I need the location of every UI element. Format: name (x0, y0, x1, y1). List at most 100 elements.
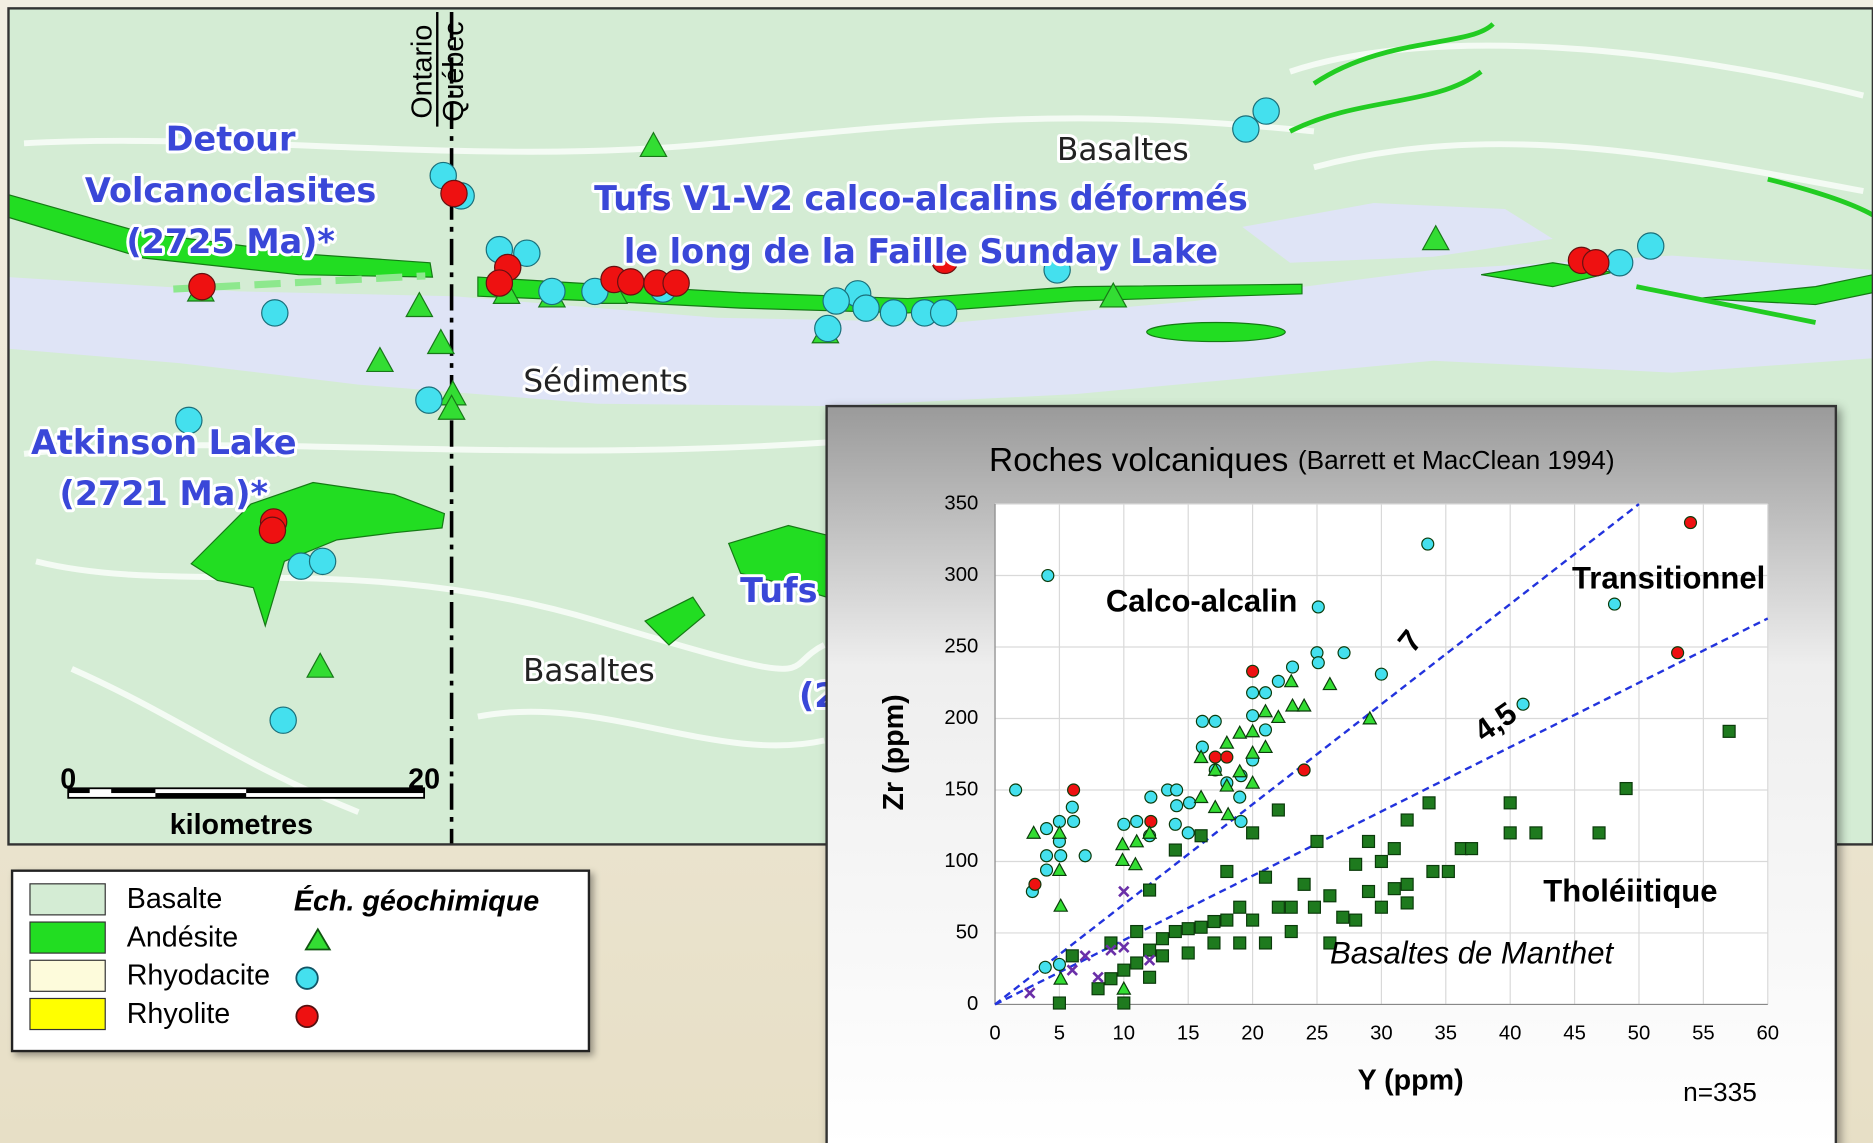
map-sample-rhyolite (189, 274, 215, 300)
point (1375, 668, 1387, 680)
point (1144, 884, 1156, 896)
point (1221, 751, 1233, 763)
point (1427, 866, 1439, 878)
chart-subtitle: (Barrett et MacClean 1994) (1298, 445, 1615, 475)
point (1041, 864, 1053, 876)
point (1042, 570, 1054, 582)
point (1311, 835, 1323, 847)
scale-tick-label: 20 (408, 764, 440, 796)
point (1234, 937, 1246, 949)
legend-swatch (30, 960, 105, 991)
point (1234, 791, 1246, 803)
scale-bar-segment (246, 788, 424, 793)
map-label: Detour (166, 119, 296, 158)
y-tick-label: 350 (944, 492, 978, 514)
legend-symbol (296, 1006, 317, 1027)
point (1401, 814, 1413, 826)
map-sample-rhyolite (1583, 250, 1609, 276)
point (1247, 710, 1259, 722)
scale-tick-label: 0 (60, 764, 76, 796)
point (1401, 897, 1413, 909)
scale-bar-segment (111, 788, 155, 793)
legend-label: Rhyodacite (127, 960, 270, 992)
map-sample-rhyodacite (262, 300, 288, 326)
point (1118, 818, 1130, 830)
point (1363, 835, 1375, 847)
legend-label: Andésite (127, 921, 239, 953)
point (1145, 791, 1157, 803)
map-sample-rhyolite (486, 270, 512, 296)
point (1247, 687, 1259, 699)
x-tick-label: 60 (1756, 1023, 1779, 1045)
map-label: Basaltes (1057, 132, 1189, 168)
point (1145, 815, 1157, 827)
x-tick-label: 20 (1241, 1023, 1264, 1045)
point (1423, 797, 1435, 809)
x-tick-label: 40 (1499, 1023, 1522, 1045)
point (1466, 843, 1478, 855)
point (1196, 715, 1208, 727)
map-label: (2725 Ma)* (126, 222, 335, 261)
point (1169, 926, 1181, 938)
point (1195, 921, 1207, 933)
map-sample-rhyodacite (416, 387, 442, 413)
map-sample-rhyodacite (853, 295, 879, 321)
field-label: Transitionnel (1572, 561, 1765, 596)
x-tick-label: 0 (989, 1023, 1000, 1045)
point (1208, 937, 1220, 949)
x-tick-label: 45 (1563, 1023, 1586, 1045)
point (1337, 911, 1349, 923)
point (1105, 973, 1117, 985)
sample-count: n=335 (1683, 1077, 1757, 1107)
border-label: Ontario (407, 25, 439, 119)
y-tick-label: 250 (944, 635, 978, 657)
legend-label: Rhyolite (127, 998, 231, 1030)
point (1182, 947, 1194, 959)
point (1247, 914, 1259, 926)
point (1401, 878, 1413, 890)
point (1068, 784, 1080, 796)
point (1272, 675, 1284, 687)
map-sample-rhyodacite (815, 315, 841, 341)
y-tick-label: 300 (944, 564, 978, 586)
x-tick-label: 30 (1370, 1023, 1393, 1045)
point (1247, 827, 1259, 839)
point (1053, 997, 1065, 1009)
x-tick-label: 35 (1435, 1023, 1458, 1045)
point (1169, 818, 1181, 830)
point (1195, 830, 1207, 842)
x-tick-label: 15 (1177, 1023, 1200, 1045)
point (1609, 598, 1621, 610)
y-axis-label: Zr (ppm) (878, 694, 910, 810)
point (1079, 850, 1091, 862)
point (1388, 843, 1400, 855)
point (1324, 890, 1336, 902)
y-tick-label: 200 (944, 707, 978, 729)
point (1221, 914, 1233, 926)
y-tick-label: 50 (956, 921, 979, 943)
point (1144, 971, 1156, 983)
map-label: Atkinson Lake (31, 423, 297, 462)
point (1029, 878, 1041, 890)
point (1388, 883, 1400, 895)
point (1363, 886, 1375, 898)
point (1593, 827, 1605, 839)
map-label: (2721 Ma)* (59, 474, 268, 513)
point (1308, 901, 1320, 913)
point (1685, 517, 1697, 529)
map-sample-rhyodacite (539, 278, 565, 304)
point (1285, 901, 1297, 913)
map-sample-rhyodacite (823, 288, 849, 314)
point (1066, 801, 1078, 813)
map-label: Tufs (740, 571, 817, 610)
point (1312, 657, 1324, 669)
x-tick-label: 5 (1054, 1023, 1065, 1045)
point (1171, 784, 1183, 796)
map-label: Sédiments (523, 364, 688, 400)
figure: Ontario Québec Detour Volcanoclasites (2… (0, 0, 1873, 1143)
legend-swatch (30, 884, 105, 915)
point (1298, 878, 1310, 890)
legend-symbol (296, 967, 317, 988)
field-label: Basaltes de Manthet (1330, 936, 1614, 971)
map-sample-rhyodacite (1233, 116, 1259, 142)
